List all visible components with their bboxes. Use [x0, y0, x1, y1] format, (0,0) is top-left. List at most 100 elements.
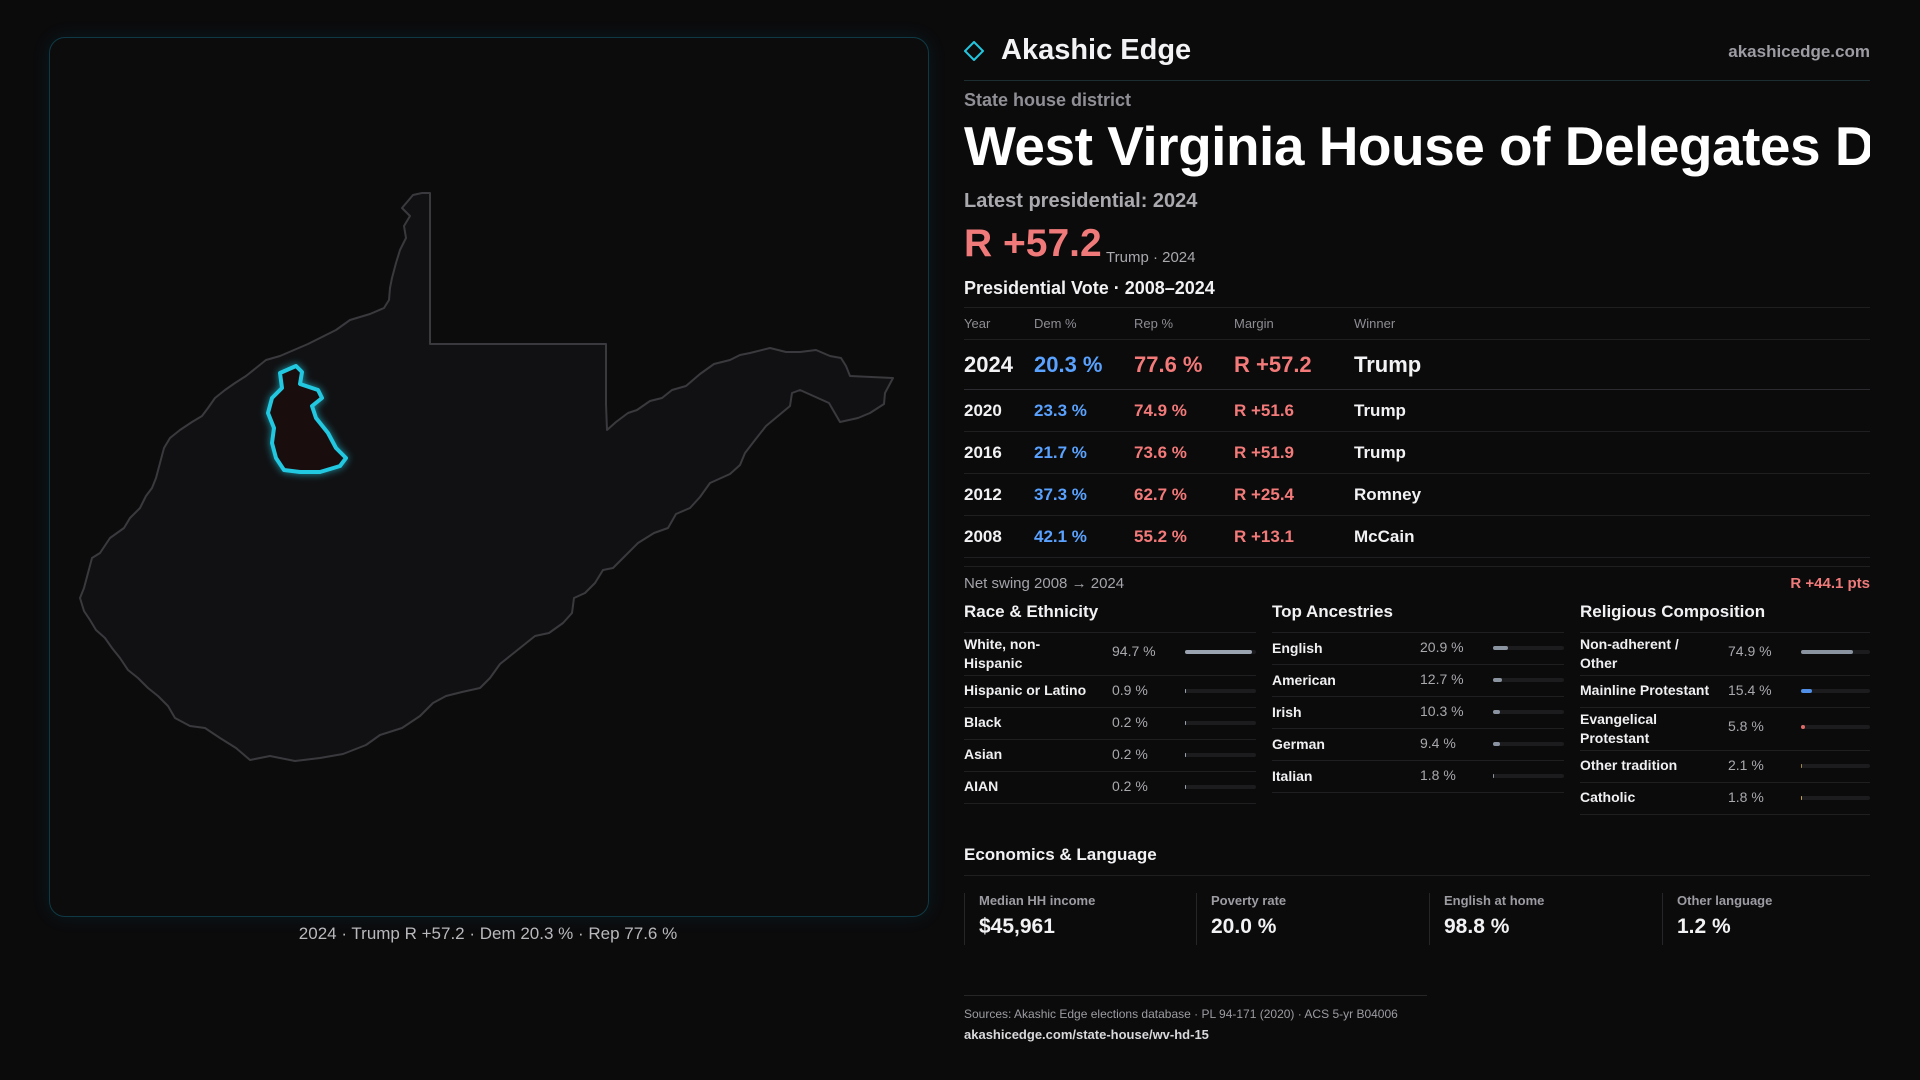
race-pct: 0.2 %: [1112, 714, 1148, 730]
table-row: 2012 37.3 % 62.7 % R +25.4 Romney: [964, 473, 1870, 516]
race-pct: 0.9 %: [1112, 682, 1148, 698]
table-header-row: Year Dem % Rep % Margin Winner: [964, 307, 1870, 340]
list-item: Other tradition 2.1 %: [1580, 751, 1870, 783]
race-bar-fill: [1185, 650, 1253, 654]
list-item: Irish 10.3 %: [1272, 697, 1564, 729]
list-item: German 9.4 %: [1272, 729, 1564, 761]
cell-rep: 62.7 %: [1134, 473, 1234, 516]
race-bar-fill: [1185, 689, 1186, 693]
race-ethnicity-title: Race & Ethnicity: [964, 602, 1256, 633]
race-label: Hispanic or Latino: [964, 682, 1087, 698]
cell-margin: R +57.2: [1234, 339, 1354, 390]
map-panel[interactable]: [49, 37, 929, 917]
divider: [964, 995, 1427, 996]
district-highlight[interactable]: [266, 364, 348, 474]
stat-label: Other language: [1677, 893, 1773, 908]
religion-label: Evangelical Protestant: [1580, 711, 1658, 746]
ancestry-label: English: [1272, 640, 1323, 656]
cell-winner: Trump: [1354, 389, 1870, 432]
list-item: Catholic 1.8 %: [1580, 783, 1870, 815]
details-panel: Akashic Edge akashicedge.com State house…: [964, 0, 1870, 1080]
divider: [1196, 893, 1197, 945]
stat-value: 1.2 %: [1677, 915, 1731, 938]
table-row: 2008 42.1 % 55.2 % R +13.1 McCain: [964, 515, 1870, 558]
ancestry-bar-fill: [1493, 774, 1495, 778]
stat-english-at-home: English at home 98.8 %: [1429, 893, 1661, 945]
religion-bar-track: [1801, 725, 1870, 729]
ancestry-pct: 1.8 %: [1420, 767, 1456, 783]
religion-label: Other tradition: [1580, 757, 1678, 773]
divider: [964, 893, 965, 945]
brand-name[interactable]: Akashic Edge: [1001, 34, 1192, 66]
religion-pct: 15.4 %: [1728, 682, 1772, 698]
cell-dem: 42.1 %: [1034, 515, 1134, 558]
religion-bar-track: [1801, 650, 1870, 654]
top-ancestries-section: Top Ancestries English 20.9 % American 1…: [1272, 602, 1564, 793]
list-item: American 12.7 %: [1272, 665, 1564, 697]
state-outline: [79, 192, 894, 762]
brand-url[interactable]: akashicedge.com: [1728, 42, 1870, 61]
race-bar-track: [1185, 721, 1256, 725]
stat-value: 98.8 %: [1444, 915, 1510, 938]
religious-composition-section: Religious Composition Non-adherent / Oth…: [1580, 602, 1870, 815]
col-dem: Dem %: [1034, 307, 1134, 340]
religion-bar-track: [1801, 689, 1870, 693]
ancestry-bar-track: [1493, 742, 1564, 746]
cell-year: 2008: [964, 515, 1034, 558]
list-item: White, non-Hispanic 94.7 %: [964, 633, 1256, 676]
cell-rep: 74.9 %: [1134, 389, 1234, 432]
religion-bar-fill: [1801, 650, 1853, 654]
list-item: Asian 0.2 %: [964, 740, 1256, 772]
race-label: Black: [964, 714, 1002, 730]
ancestry-label: Italian: [1272, 768, 1313, 784]
table-row: 2016 21.7 % 73.6 % R +51.9 Trump: [964, 431, 1870, 474]
economics-language-title: Economics & Language: [964, 845, 1870, 876]
list-item: Mainline Protestant 15.4 %: [1580, 676, 1870, 708]
cell-year: 2016: [964, 431, 1034, 474]
religion-bar-fill: [1801, 725, 1805, 729]
list-item: English 20.9 %: [1272, 633, 1564, 665]
race-bar-track: [1185, 753, 1256, 757]
cell-dem: 21.7 %: [1034, 431, 1134, 474]
ancestry-bar-fill: [1493, 710, 1501, 714]
cell-winner: Romney: [1354, 473, 1870, 516]
cell-margin: R +51.9: [1234, 431, 1354, 474]
cell-winner: McCain: [1354, 515, 1870, 558]
race-label: AIAN: [964, 778, 999, 794]
ancestry-pct: 20.9 %: [1420, 639, 1464, 655]
list-item: Black 0.2 %: [964, 708, 1256, 740]
stat-value: $45,961: [979, 915, 1055, 938]
ancestry-bar-track: [1493, 646, 1564, 650]
ancestry-bar-fill: [1493, 678, 1503, 682]
sources-url[interactable]: akashicedge.com/state-house/wv-hd-15: [964, 1027, 1209, 1042]
religion-label: Mainline Protestant: [1580, 682, 1710, 698]
cell-margin: R +13.1: [1234, 515, 1354, 558]
cell-winner: Trump: [1354, 339, 1870, 390]
net-swing-row: Net swing 2008 → 2024 R +44.1 pts: [964, 566, 1870, 599]
religion-bar-fill: [1801, 764, 1803, 768]
ancestry-pct: 12.7 %: [1420, 671, 1464, 687]
cell-dem: 20.3 %: [1034, 339, 1134, 390]
stat-other-language: Other language 1.2 %: [1662, 893, 1870, 945]
col-margin: Margin: [1234, 307, 1354, 340]
divider: [1662, 893, 1663, 945]
list-item: Italian 1.8 %: [1272, 761, 1564, 793]
ancestry-bar-track: [1493, 774, 1564, 778]
stat-label: Median HH income: [979, 893, 1096, 908]
cell-dem: 37.3 %: [1034, 473, 1134, 516]
race-bar-track: [1185, 785, 1256, 789]
cell-rep: 77.6 %: [1134, 339, 1234, 390]
religion-label: Catholic: [1580, 789, 1636, 805]
race-pct: 94.7 %: [1112, 643, 1156, 659]
list-item: Hispanic or Latino 0.9 %: [964, 676, 1256, 708]
stat-poverty-rate: Poverty rate 20.0 %: [1196, 893, 1428, 945]
religion-pct: 5.8 %: [1728, 718, 1764, 734]
stat-median-income: Median HH income $45,961: [964, 893, 1196, 945]
stat-label: English at home: [1444, 893, 1545, 908]
map-caption: 2024 · Trump R +57.2 · Dem 20.3 % · Rep …: [298, 924, 678, 943]
ancestry-label: American: [1272, 672, 1336, 688]
race-bar-track: [1185, 689, 1256, 693]
list-item: AIAN 0.2 %: [964, 772, 1256, 804]
ancestry-label: Irish: [1272, 704, 1302, 720]
net-swing-value: R +44.1 pts: [1790, 575, 1870, 592]
